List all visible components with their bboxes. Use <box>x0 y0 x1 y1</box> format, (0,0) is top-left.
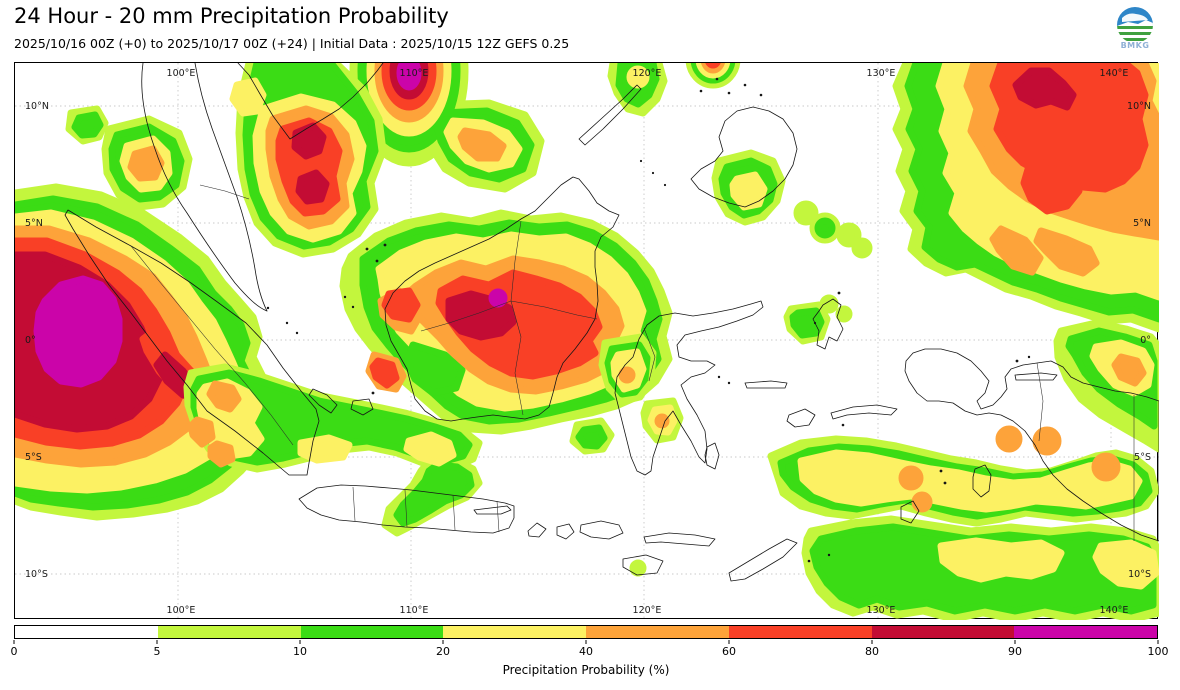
lon-label-top: 110°E <box>400 68 429 79</box>
precip-system-vietnam-110e <box>349 63 545 193</box>
bmkg-logo: BMKG <box>1117 7 1153 50</box>
lon-label-top: 120°E <box>633 68 662 79</box>
lat-label-right: 5°N <box>1133 218 1151 229</box>
colorbar-tick-label: 20 <box>436 645 450 658</box>
bmkg-logo-globe <box>1117 7 1153 43</box>
colorbar-label: Precipitation Probability (%) <box>502 663 670 677</box>
colorbar-tick-label: 60 <box>722 645 736 658</box>
colorbar-tick <box>871 640 873 644</box>
precip-system-andaman <box>65 105 193 211</box>
precip-system-philippines <box>607 63 786 226</box>
colorbar-tick-label: 90 <box>1008 645 1022 658</box>
colorbar-segment <box>15 626 158 638</box>
lat-label-left: 10°S <box>25 569 48 580</box>
colorbar-tick-label: 0 <box>10 645 18 658</box>
precip-system-140e-equator <box>1053 319 1159 453</box>
colorbar-tick-label: 80 <box>865 645 879 658</box>
lon-label-bottom: 120°E <box>633 605 662 616</box>
lat-label-right: 10°S <box>1128 569 1151 580</box>
precip-system-borneo <box>339 209 673 435</box>
lon-label-bottom: 100°E <box>167 605 196 616</box>
colorbar-segment <box>1014 626 1157 638</box>
precip-system-sulawesi-spots <box>598 333 684 444</box>
precip-system-south-sumatra-java-sea <box>183 363 615 537</box>
lon-label-top: 100°E <box>167 68 196 79</box>
lat-label-right: 10°N <box>1127 101 1151 112</box>
precip-system-papua-arafura <box>629 425 1159 620</box>
admin-boundaries <box>130 184 1135 541</box>
map-canvas: 100°E 110°E 120°E 130°E 140°E 100°E 110°… <box>15 63 1159 620</box>
colorbar-segment <box>728 626 872 638</box>
lat-label-right: 5°S <box>1134 452 1151 463</box>
colorbar-tick <box>1157 640 1159 644</box>
bmkg-logo-text: BMKG <box>1121 41 1150 50</box>
colorbar-ticks: 0 5 10 20 40 60 80 90 100 <box>10 639 1169 661</box>
colorbar-tick <box>1014 640 1016 644</box>
subtitle: 2025/10/16 00Z (+0) to 2025/10/17 00Z (+… <box>14 36 570 51</box>
lon-label-bottom: 130°E <box>867 605 896 616</box>
colorbar-segment <box>871 626 1015 638</box>
lat-label-left: 0° <box>25 335 36 346</box>
colorbar-tick <box>728 640 730 644</box>
colorbar-tick-label: 10 <box>293 645 307 658</box>
colorbar <box>14 625 1158 639</box>
lon-label-top: 140°E <box>1100 68 1129 79</box>
colorbar-tick <box>442 640 444 644</box>
lat-label-left: 10°N <box>25 101 49 112</box>
lat-label-left: 5°N <box>25 218 43 229</box>
colorbar-segment <box>157 626 301 638</box>
colorbar-tick <box>585 640 587 644</box>
colorbar-tick-label: 5 <box>153 645 161 658</box>
lat-label-right: 0° <box>1140 335 1151 346</box>
precip-system-philippine-sea <box>793 63 1159 333</box>
page-title: 24 Hour - 20 mm Precipitation Probabilit… <box>14 4 449 28</box>
lon-label-top: 130°E <box>867 68 896 79</box>
colorbar-tick <box>156 640 158 644</box>
lat-label-left: 5°S <box>25 452 42 463</box>
precip-system-gulf-of-thailand <box>229 63 387 258</box>
colorbar-tick-label: 40 <box>579 645 593 658</box>
colorbar-tick <box>13 640 15 644</box>
lon-label-bottom: 110°E <box>400 605 429 616</box>
colorbar-tick <box>299 640 301 644</box>
lon-label-bottom: 140°E <box>1100 605 1129 616</box>
colorbar-tick-label: 100 <box>1147 645 1169 658</box>
colorbar-segment <box>300 626 444 638</box>
coastlines <box>64 63 1159 582</box>
colorbar-segment <box>443 626 586 638</box>
colorbar-segment <box>586 626 729 638</box>
island-specks <box>266 77 1031 563</box>
map: 100°E 110°E 120°E 130°E 140°E 100°E 110°… <box>14 62 1159 620</box>
graticule-labels: 100°E 110°E 120°E 130°E 140°E 100°E 110°… <box>25 68 1151 616</box>
